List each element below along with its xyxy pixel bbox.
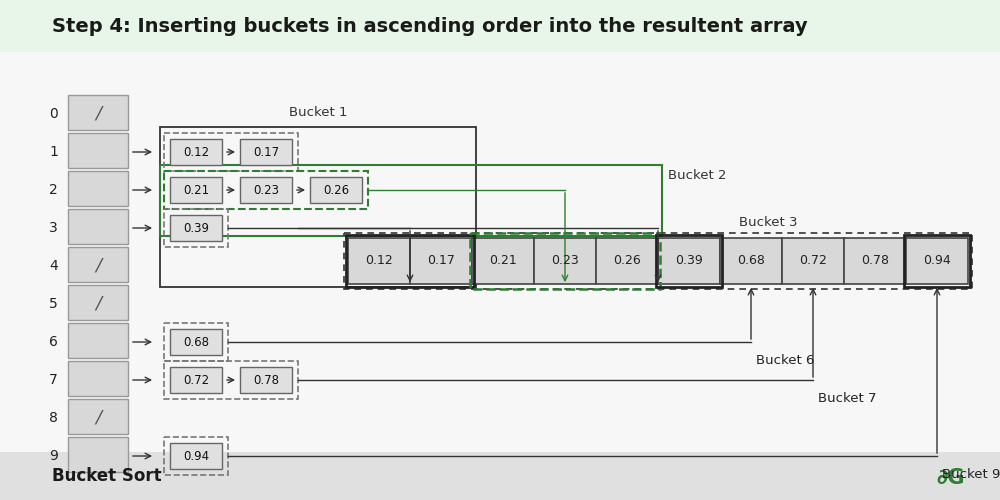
Bar <box>596 238 658 284</box>
Bar <box>68 95 128 130</box>
Text: 1: 1 <box>49 145 58 159</box>
Bar <box>164 171 368 209</box>
Text: 2: 2 <box>49 183 58 197</box>
Text: 3: 3 <box>49 221 58 235</box>
Text: 4: 4 <box>49 259 58 273</box>
Text: 0.23: 0.23 <box>253 184 279 196</box>
Bar <box>68 247 128 282</box>
Text: 0.12: 0.12 <box>365 254 393 268</box>
Bar <box>310 177 362 203</box>
Bar <box>170 329 222 355</box>
Text: /: / <box>95 105 101 123</box>
Bar <box>0 0 1000 52</box>
Text: 0.78: 0.78 <box>861 254 889 268</box>
Text: 0.39: 0.39 <box>183 222 209 234</box>
Text: 0.12: 0.12 <box>183 146 209 158</box>
Text: 0.39: 0.39 <box>675 254 703 268</box>
Bar <box>68 171 128 206</box>
Bar <box>164 209 228 247</box>
Text: Bucket 2: Bucket 2 <box>668 169 726 182</box>
Text: Bucket 1: Bucket 1 <box>289 106 347 119</box>
Bar <box>68 361 128 396</box>
Text: 0.26: 0.26 <box>323 184 349 196</box>
Text: 0.26: 0.26 <box>613 254 641 268</box>
Bar <box>170 443 222 469</box>
Bar <box>346 235 474 287</box>
Bar <box>68 209 128 244</box>
Bar <box>68 323 128 358</box>
Bar <box>240 177 292 203</box>
Bar <box>68 437 128 472</box>
Text: Bucket 6: Bucket 6 <box>756 354 814 367</box>
Text: 0.21: 0.21 <box>183 184 209 196</box>
Bar <box>906 238 968 284</box>
Bar <box>170 177 222 203</box>
Bar <box>470 233 660 289</box>
Bar <box>656 235 722 287</box>
Bar <box>164 133 298 171</box>
Text: 0: 0 <box>49 107 58 121</box>
Bar <box>904 235 970 287</box>
Text: /: / <box>95 257 101 275</box>
Bar <box>472 238 534 284</box>
Text: /: / <box>95 409 101 427</box>
Bar <box>782 238 844 284</box>
Text: 8: 8 <box>49 411 58 425</box>
Bar <box>170 139 222 165</box>
Bar <box>170 215 222 241</box>
Bar <box>348 238 410 284</box>
Bar <box>170 367 222 393</box>
Bar <box>164 361 298 399</box>
Text: 0.21: 0.21 <box>489 254 517 268</box>
Text: 9: 9 <box>49 449 58 463</box>
Text: 0.78: 0.78 <box>253 374 279 386</box>
Text: 0.68: 0.68 <box>183 336 209 348</box>
Bar <box>164 323 228 361</box>
Text: 0.72: 0.72 <box>183 374 209 386</box>
Bar <box>658 238 720 284</box>
Text: Bucket 7: Bucket 7 <box>818 392 876 405</box>
Bar <box>240 139 292 165</box>
Bar <box>410 238 472 284</box>
Bar <box>68 133 128 168</box>
Text: ∂G: ∂G <box>936 468 965 488</box>
Bar <box>68 399 128 434</box>
Text: 0.17: 0.17 <box>427 254 455 268</box>
Text: 0.17: 0.17 <box>253 146 279 158</box>
Bar <box>344 233 972 289</box>
Bar <box>0 452 1000 500</box>
Text: 0.68: 0.68 <box>737 254 765 268</box>
Bar <box>720 238 782 284</box>
Bar <box>160 165 662 236</box>
Text: 0.94: 0.94 <box>183 450 209 462</box>
Bar <box>844 238 906 284</box>
Text: Bucket 9: Bucket 9 <box>942 468 1000 481</box>
Text: 7: 7 <box>49 373 58 387</box>
Text: Bucket 3: Bucket 3 <box>739 216 798 230</box>
Bar <box>164 437 228 475</box>
Text: Bucket Sort: Bucket Sort <box>52 467 162 485</box>
Text: Step 4: Inserting buckets in ascending order into the resultent array: Step 4: Inserting buckets in ascending o… <box>52 16 808 36</box>
Text: 5: 5 <box>49 297 58 311</box>
Bar <box>534 238 596 284</box>
Text: 0.94: 0.94 <box>923 254 951 268</box>
Bar <box>160 127 476 287</box>
Text: 0.72: 0.72 <box>799 254 827 268</box>
Bar <box>68 285 128 320</box>
Text: 6: 6 <box>49 335 58 349</box>
Bar <box>240 367 292 393</box>
Text: 0.23: 0.23 <box>551 254 579 268</box>
Text: /: / <box>95 295 101 313</box>
